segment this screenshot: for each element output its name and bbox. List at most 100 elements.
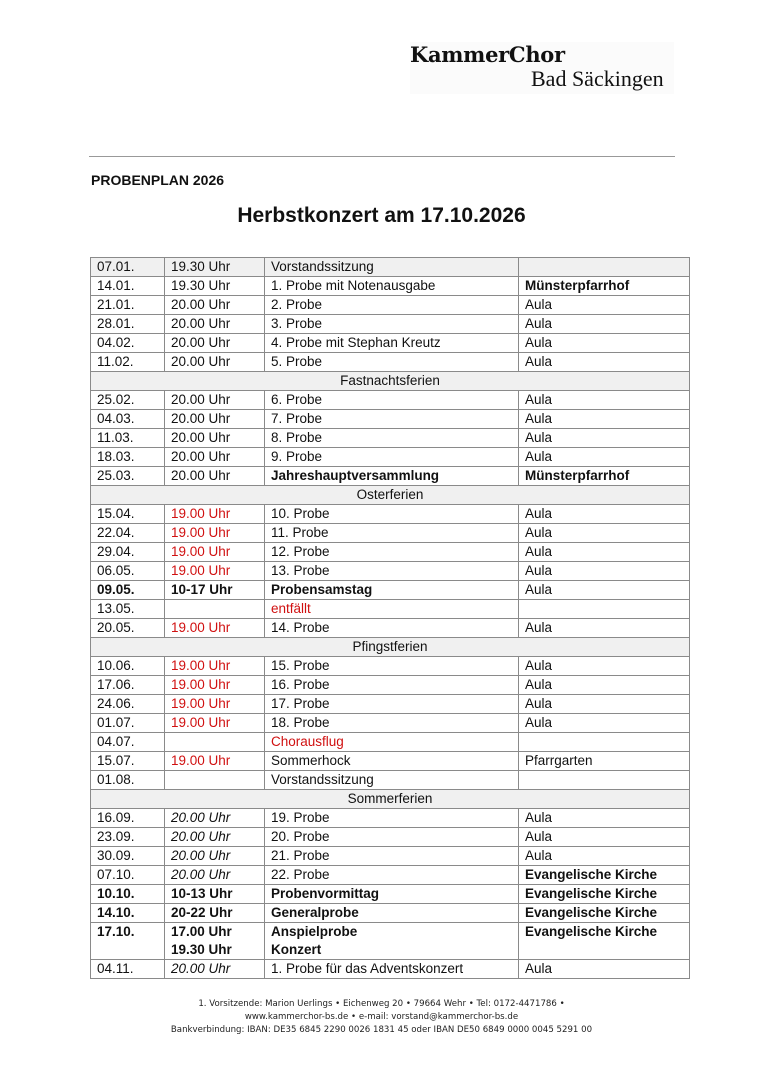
time-text: 20.00 Uhr bbox=[171, 961, 231, 976]
time-text: 19.00 Uhr bbox=[171, 525, 231, 540]
cell-place: Aula bbox=[518, 580, 690, 600]
schedule-row: 22.04. 19.00 Uhr 11. Probe Aula bbox=[90, 523, 690, 543]
time-text: 20.00 Uhr bbox=[171, 810, 231, 825]
cell-place: Aula bbox=[518, 656, 690, 676]
cell-time: 19.00 Uhr bbox=[164, 542, 265, 562]
event-text: Probensamstag bbox=[271, 582, 373, 597]
cell-date: 11.02. bbox=[90, 352, 165, 372]
event-text: 10. Probe bbox=[271, 506, 330, 521]
event-text: 15. Probe bbox=[271, 658, 330, 673]
holiday-row: Fastnachtsferien bbox=[90, 371, 690, 391]
date-text: 22.04. bbox=[97, 525, 135, 540]
cell-time: 20.00 Uhr bbox=[164, 314, 265, 334]
date-text: 10.10. bbox=[97, 886, 135, 901]
time-text: 19.00 Uhr bbox=[171, 506, 231, 521]
place-text: Münsterpfarrhof bbox=[525, 468, 630, 483]
schedule-row: 10.10. 10-13 Uhr Probenvormittag Evangelisc… bbox=[90, 884, 690, 904]
event-text: 5. Probe bbox=[271, 354, 323, 369]
time-text: 20.00 Uhr bbox=[171, 392, 231, 407]
cell-event: 3. Probe bbox=[264, 314, 519, 334]
time-text: 20.00 Uhr bbox=[171, 297, 231, 312]
cell-time: 20.00 Uhr bbox=[164, 409, 265, 429]
cell-date: 07.01. bbox=[90, 257, 165, 277]
schedule-row: 20.05. 19.00 Uhr 14. Probe Aula bbox=[90, 618, 690, 638]
place-text: Evangelische Kirche bbox=[525, 886, 658, 901]
time-text: 20.00 Uhr bbox=[171, 449, 231, 464]
cell-event: 2. Probe bbox=[264, 295, 519, 315]
event-text: 14. Probe bbox=[271, 620, 330, 635]
cell-place: Aula bbox=[518, 846, 690, 866]
place-text: Aula bbox=[525, 582, 553, 597]
place-text: Aula bbox=[525, 449, 553, 464]
date-text: 04.03. bbox=[97, 411, 135, 426]
cell-date: 01.08. bbox=[90, 770, 165, 790]
cell-event: Probensamstag bbox=[264, 580, 519, 600]
event-text: 16. Probe bbox=[271, 677, 330, 692]
date-text: 17.10. bbox=[97, 924, 135, 939]
schedule-row: 04.11. 20.00 Uhr 1. Probe für das Adventsk… bbox=[90, 959, 690, 979]
cell-date: 01.07. bbox=[90, 713, 165, 733]
schedule-table: 07.01. 19.30 Uhr Vorstandssitzung 14.01. 19.… bbox=[90, 257, 690, 979]
holiday-label: Sommerferien bbox=[90, 789, 690, 809]
event-text: 9. Probe bbox=[271, 449, 323, 464]
place-text: Aula bbox=[525, 335, 553, 350]
event-text: Anspielprobe bbox=[271, 924, 358, 939]
date-text: 11.02. bbox=[97, 354, 134, 369]
schedule-row: 18.03. 20.00 Uhr 9. Probe Aula bbox=[90, 447, 690, 467]
cell-place: Aula bbox=[518, 618, 690, 638]
place-text: Aula bbox=[525, 316, 553, 331]
cell-time: 20.00 Uhr bbox=[164, 390, 265, 410]
schedule-row: 15.07. 19.00 Uhr Sommerhock Pfarrgarten bbox=[90, 751, 690, 771]
date-text: 24.06. bbox=[97, 696, 135, 711]
cell-place: Aula bbox=[518, 504, 690, 524]
cell-time: 19.00 Uhr bbox=[164, 656, 265, 676]
cell-place: Pfarrgarten bbox=[518, 751, 690, 771]
time-text: 19.00 Uhr bbox=[171, 753, 231, 768]
event-text: Vorstandssitzung bbox=[271, 772, 374, 787]
date-text: 07.10. bbox=[97, 867, 135, 882]
event-text: 17. Probe bbox=[271, 696, 330, 711]
cell-date: 17.06. bbox=[90, 675, 165, 695]
time-text: 20.00 Uhr bbox=[171, 848, 231, 863]
cell-date: 07.10. bbox=[90, 865, 165, 885]
cell-place: Aula bbox=[518, 409, 690, 429]
place-text: Münsterpfarrhof bbox=[525, 278, 630, 293]
cell-time: 20.00 Uhr bbox=[164, 352, 265, 372]
cell-time bbox=[164, 770, 265, 790]
schedule-row: 21.01. 20.00 Uhr 2. Probe Aula bbox=[90, 295, 690, 315]
date-text: 04.02. bbox=[97, 335, 135, 350]
date-text: 09.05. bbox=[97, 582, 135, 597]
cell-date: 18.03. bbox=[90, 447, 165, 467]
time-text: 19.30 Uhr bbox=[171, 259, 231, 274]
cell-event: Vorstandssitzung bbox=[264, 770, 519, 790]
cell-date: 25.03. bbox=[90, 466, 165, 486]
schedule-row: 01.07. 19.00 Uhr 18. Probe Aula bbox=[90, 713, 690, 733]
date-text: 13.05. bbox=[97, 601, 135, 616]
cell-event: 11. Probe bbox=[264, 523, 519, 543]
time-text: 20.00 Uhr bbox=[171, 354, 231, 369]
event-text: 12. Probe bbox=[271, 544, 330, 559]
cell-date: 22.04. bbox=[90, 523, 165, 543]
time-text: 10-17 Uhr bbox=[171, 582, 233, 597]
schedule-row: 14.10. 20-22 Uhr Generalprobe Evangelische … bbox=[90, 903, 690, 923]
cell-time: 19.00 Uhr bbox=[164, 618, 265, 638]
time-text: 19.00 Uhr bbox=[171, 620, 231, 635]
date-text: 30.09. bbox=[97, 848, 135, 863]
schedule-row: 04.03. 20.00 Uhr 7. Probe Aula bbox=[90, 409, 690, 429]
cell-time: 20.00 Uhr bbox=[164, 466, 265, 486]
time-text: 20.00 Uhr bbox=[171, 468, 231, 483]
cell-event: 13. Probe bbox=[264, 561, 519, 581]
cell-date: 06.05. bbox=[90, 561, 165, 581]
cell-event: 21. Probe bbox=[264, 846, 519, 866]
cell-place: Aula bbox=[518, 808, 690, 828]
time-text: 17.00 Uhr bbox=[171, 924, 232, 939]
place-text: Aula bbox=[525, 506, 553, 521]
cell-time: 20.00 Uhr bbox=[164, 428, 265, 448]
cell-time: 20.00 Uhr bbox=[164, 447, 265, 467]
event-text: 8. Probe bbox=[271, 430, 323, 445]
time-text: 19.30 Uhr bbox=[171, 942, 232, 957]
date-text: 04.11. bbox=[97, 961, 134, 976]
cell-date: 04.02. bbox=[90, 333, 165, 353]
cell-date: 16.09. bbox=[90, 808, 165, 828]
logo-line-2: Bad Säckingen bbox=[531, 66, 664, 91]
